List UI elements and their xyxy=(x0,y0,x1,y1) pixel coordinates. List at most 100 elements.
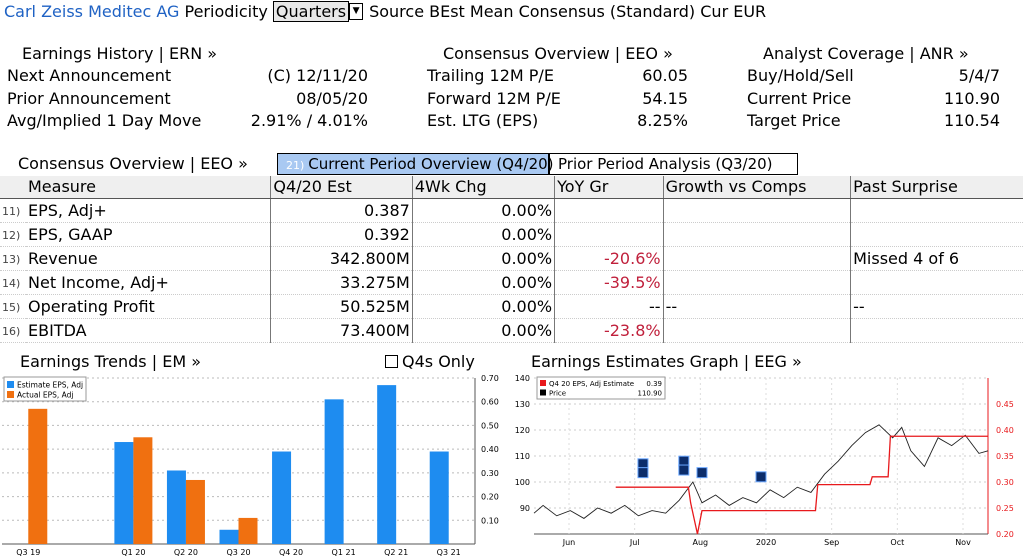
change-cell: 0.00% xyxy=(412,270,556,295)
legend-value: 110.90 xyxy=(638,390,663,398)
right-y-tick-label: 0.45 xyxy=(996,400,1014,409)
estimate-bar xyxy=(272,451,292,544)
x-tick-label: Q2 21 xyxy=(384,548,408,557)
four-week-change-header[interactable]: 4Wk Chg xyxy=(412,176,556,199)
buy-hold-sell-label: Buy/Hold/Sell xyxy=(747,66,854,85)
surprise-cell xyxy=(850,270,1023,295)
earnings-trends-chart: 0.10 0.20 0.30 0.40 0.50 0.60 0.70 Q3 19 Q1 20 Q2… xyxy=(2,374,499,557)
earnings-graph-link[interactable]: Earnings Estimates Graph | EEG » xyxy=(531,352,802,371)
yoy-cell: -- xyxy=(554,294,664,319)
actual-bar xyxy=(133,437,153,544)
yoy-growth-header[interactable]: YoY Gr xyxy=(554,176,664,199)
target-price-value: 110.54 xyxy=(944,111,1000,130)
target-price-label: Target Price xyxy=(747,111,841,130)
x-tick-label: Oct xyxy=(890,538,904,547)
x-tick-label: Q3 20 xyxy=(226,548,250,557)
estimate-bar xyxy=(166,470,186,544)
current-price-label: Current Price xyxy=(747,89,852,108)
estimate-cell: 0.392 xyxy=(270,222,413,247)
growth-vs-comps-header[interactable]: Growth vs Comps xyxy=(663,176,852,199)
table-header-row: Measure Q4/20 Est 4Wk Chg YoY Gr Growth … xyxy=(0,176,1023,199)
measure-cell: EPS, GAAP xyxy=(26,222,272,247)
table-row[interactable]: 13) Revenue 342.800M 0.00% -20.6% Missed… xyxy=(0,246,1023,271)
checkbox[interactable] xyxy=(385,355,398,368)
forward-pe-label: Forward 12M P/E xyxy=(427,89,561,108)
tab-prior-period-label: Prior Period Analysis (Q3/20) xyxy=(558,155,773,173)
chevron-down-icon[interactable]: ▼ xyxy=(349,3,364,20)
x-tick-label: Nov xyxy=(955,538,971,547)
estimate-cell: 73.400M xyxy=(270,318,413,343)
table-row[interactable]: 15) Operating Profit 50.525M 0.00% -- --… xyxy=(0,294,1023,319)
left-y-tick-label: 140 xyxy=(515,374,530,383)
x-tick-label: 2020 xyxy=(756,538,776,547)
surprise-cell xyxy=(850,222,1023,247)
consensus-table: Measure Q4/20 Est 4Wk Chg YoY Gr Growth … xyxy=(0,176,1023,343)
measure-cell: EPS, Adj+ xyxy=(26,198,272,223)
event-marker-icon xyxy=(678,464,690,476)
forward-pe-value: 54.15 xyxy=(642,89,688,108)
y-tick-label: 0.30 xyxy=(481,469,499,478)
header-bar: Carl Zeiss Meditec AG Periodicity Quarte… xyxy=(4,1,766,23)
consensus-overview-link[interactable]: Consensus Overview | EEO » xyxy=(443,44,673,63)
analyst-coverage-link[interactable]: Analyst Coverage | ANR » xyxy=(763,44,969,63)
x-tick-label: Sep xyxy=(824,538,839,547)
table-row[interactable]: 11) EPS, Adj+ 0.387 0.00% xyxy=(0,198,1023,223)
surprise-cell: Missed 4 of 6 xyxy=(850,246,1023,271)
row-number: 13) xyxy=(2,252,21,266)
x-tick-label: Q2 20 xyxy=(174,548,198,557)
source-text: Source BEst Mean Consensus (Standard) Cu… xyxy=(369,2,767,21)
periodicity-label: Periodicity xyxy=(184,2,268,21)
yoy-cell: -23.8% xyxy=(554,318,664,343)
prior-announcement-label: Prior Announcement xyxy=(7,89,171,108)
table-row[interactable]: 14) Net Income, Adj+ 33.275M 0.00% -39.5… xyxy=(0,270,1023,295)
legend-box xyxy=(536,376,666,400)
earnings-history-link[interactable]: Earnings History | ERN » xyxy=(22,44,218,63)
legend-label: Price xyxy=(549,390,566,398)
measure-header[interactable]: Measure xyxy=(26,176,272,199)
y-tick-label: 0.40 xyxy=(481,445,499,454)
earnings-trends-link[interactable]: Earnings Trends | EM » xyxy=(20,352,201,371)
consensus-section-title[interactable]: Consensus Overview | EEO » xyxy=(18,154,248,173)
trailing-pe-label: Trailing 12M P/E xyxy=(427,66,554,85)
ltg-value: 8.25% xyxy=(637,111,688,130)
ltg-label: Est. LTG (EPS) xyxy=(427,111,539,130)
tab-prior-period[interactable]: Prior Period Analysis (Q3/20) xyxy=(549,153,798,175)
earnings-estimates-graph: 90 100 110 120 130 140 0.20 0.25 0.30 0.35 0.40 0.4… xyxy=(515,374,1014,547)
next-announcement-value: (C) 12/11/20 xyxy=(267,66,368,85)
estimate-header[interactable]: Q4/20 Est xyxy=(270,176,413,199)
estimate-bar xyxy=(219,529,239,544)
surprise-cell: -- xyxy=(850,294,1023,319)
legend-swatch xyxy=(7,391,14,398)
legend-swatch xyxy=(540,389,546,396)
left-y-tick-label: 130 xyxy=(515,400,530,409)
event-marker-icon xyxy=(637,467,649,479)
buy-hold-sell-value: 5/4/7 xyxy=(958,66,1000,85)
legend-value: 0.39 xyxy=(646,380,662,388)
yoy-cell: -39.5% xyxy=(554,270,664,295)
prior-announcement-value: 08/05/20 xyxy=(296,89,368,108)
next-announcement-label: Next Announcement xyxy=(7,66,172,85)
estimate-bar xyxy=(114,442,134,544)
actual-bar xyxy=(185,479,205,544)
measure-cell: Net Income, Adj+ xyxy=(26,270,272,295)
row-number: 12) xyxy=(2,228,21,242)
row-number: 11) xyxy=(2,204,21,218)
table-row[interactable]: 12) EPS, GAAP 0.392 0.00% xyxy=(0,222,1023,247)
estimate-line xyxy=(615,435,988,535)
estimate-bar xyxy=(324,399,344,544)
q4s-only-toggle[interactable]: Q4s Only xyxy=(385,352,475,372)
tab-current-period[interactable]: 21) Current Period Overview (Q4/20) xyxy=(277,153,554,175)
past-surprise-header[interactable]: Past Surprise xyxy=(850,176,1023,199)
change-cell: 0.00% xyxy=(412,222,556,247)
change-cell: 0.00% xyxy=(412,294,556,319)
right-y-tick-label: 0.40 xyxy=(996,426,1014,435)
table-row[interactable]: 16) EBITDA 73.400M 0.00% -23.8% xyxy=(0,318,1023,343)
company-name[interactable]: Carl Zeiss Meditec AG xyxy=(4,2,180,21)
left-y-tick-label: 120 xyxy=(515,426,530,435)
yoy-cell xyxy=(554,222,664,247)
x-tick-label: Jul xyxy=(629,538,640,547)
estimate-cell: 342.800M xyxy=(270,246,413,271)
left-y-tick-label: 90 xyxy=(520,504,530,513)
periodicity-select[interactable]: Quarters xyxy=(272,1,350,22)
comps-cell xyxy=(663,246,852,271)
